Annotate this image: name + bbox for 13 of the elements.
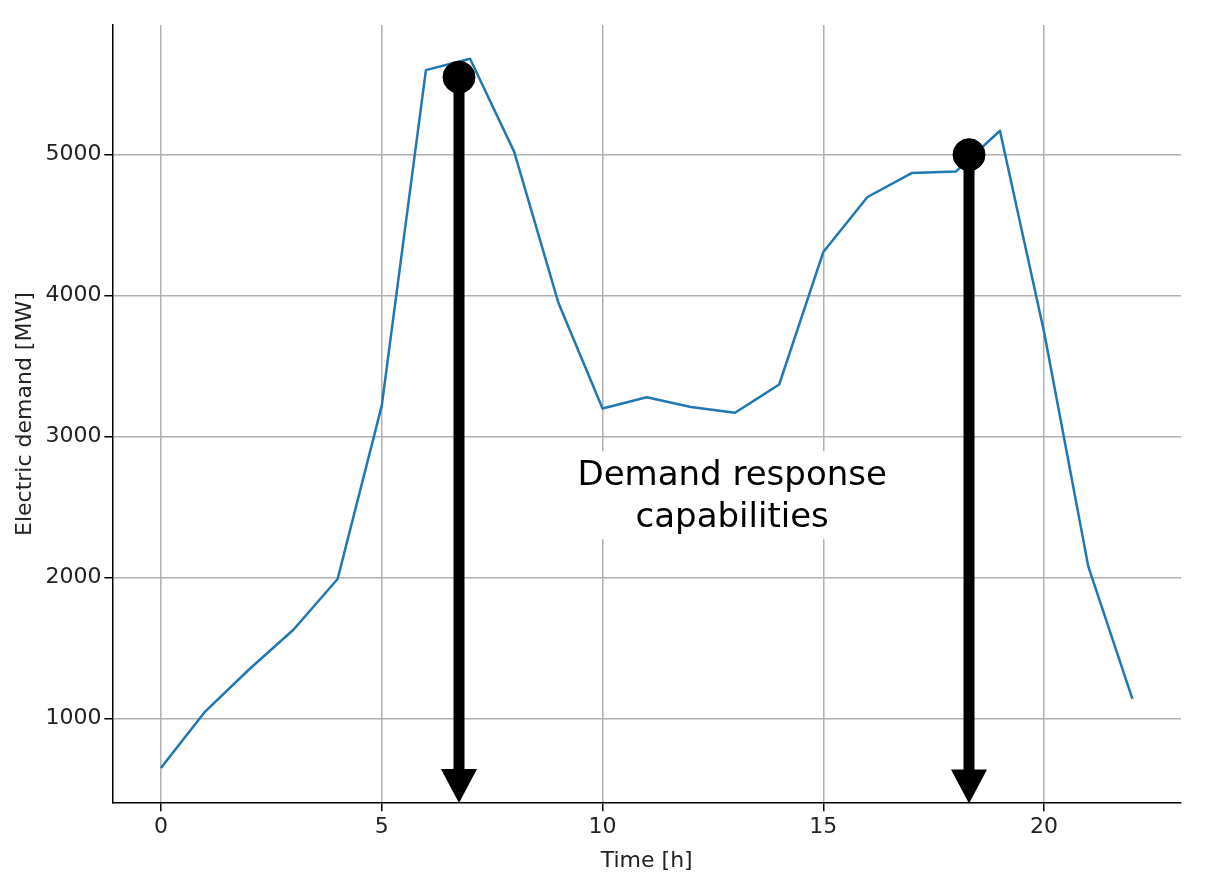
x-axis-title: Time [h] bbox=[599, 846, 693, 872]
y-tick-label: 5000 bbox=[45, 140, 102, 166]
y-tick-label: 2000 bbox=[45, 563, 102, 589]
annotation: Demand response capabilities bbox=[577, 453, 887, 536]
x-tick-label: 5 bbox=[374, 813, 389, 839]
x-tick-label: 20 bbox=[1030, 813, 1059, 839]
x-tick-label: 10 bbox=[588, 813, 617, 839]
y-tick-label: 4000 bbox=[45, 281, 102, 307]
x-tick-label: 15 bbox=[809, 813, 838, 839]
y-tick-label: 3000 bbox=[45, 422, 102, 448]
x-tick-label: 0 bbox=[153, 813, 168, 839]
y-tick-label: 1000 bbox=[45, 704, 102, 730]
y-axis-title: Electric demand [MW] bbox=[10, 292, 36, 536]
